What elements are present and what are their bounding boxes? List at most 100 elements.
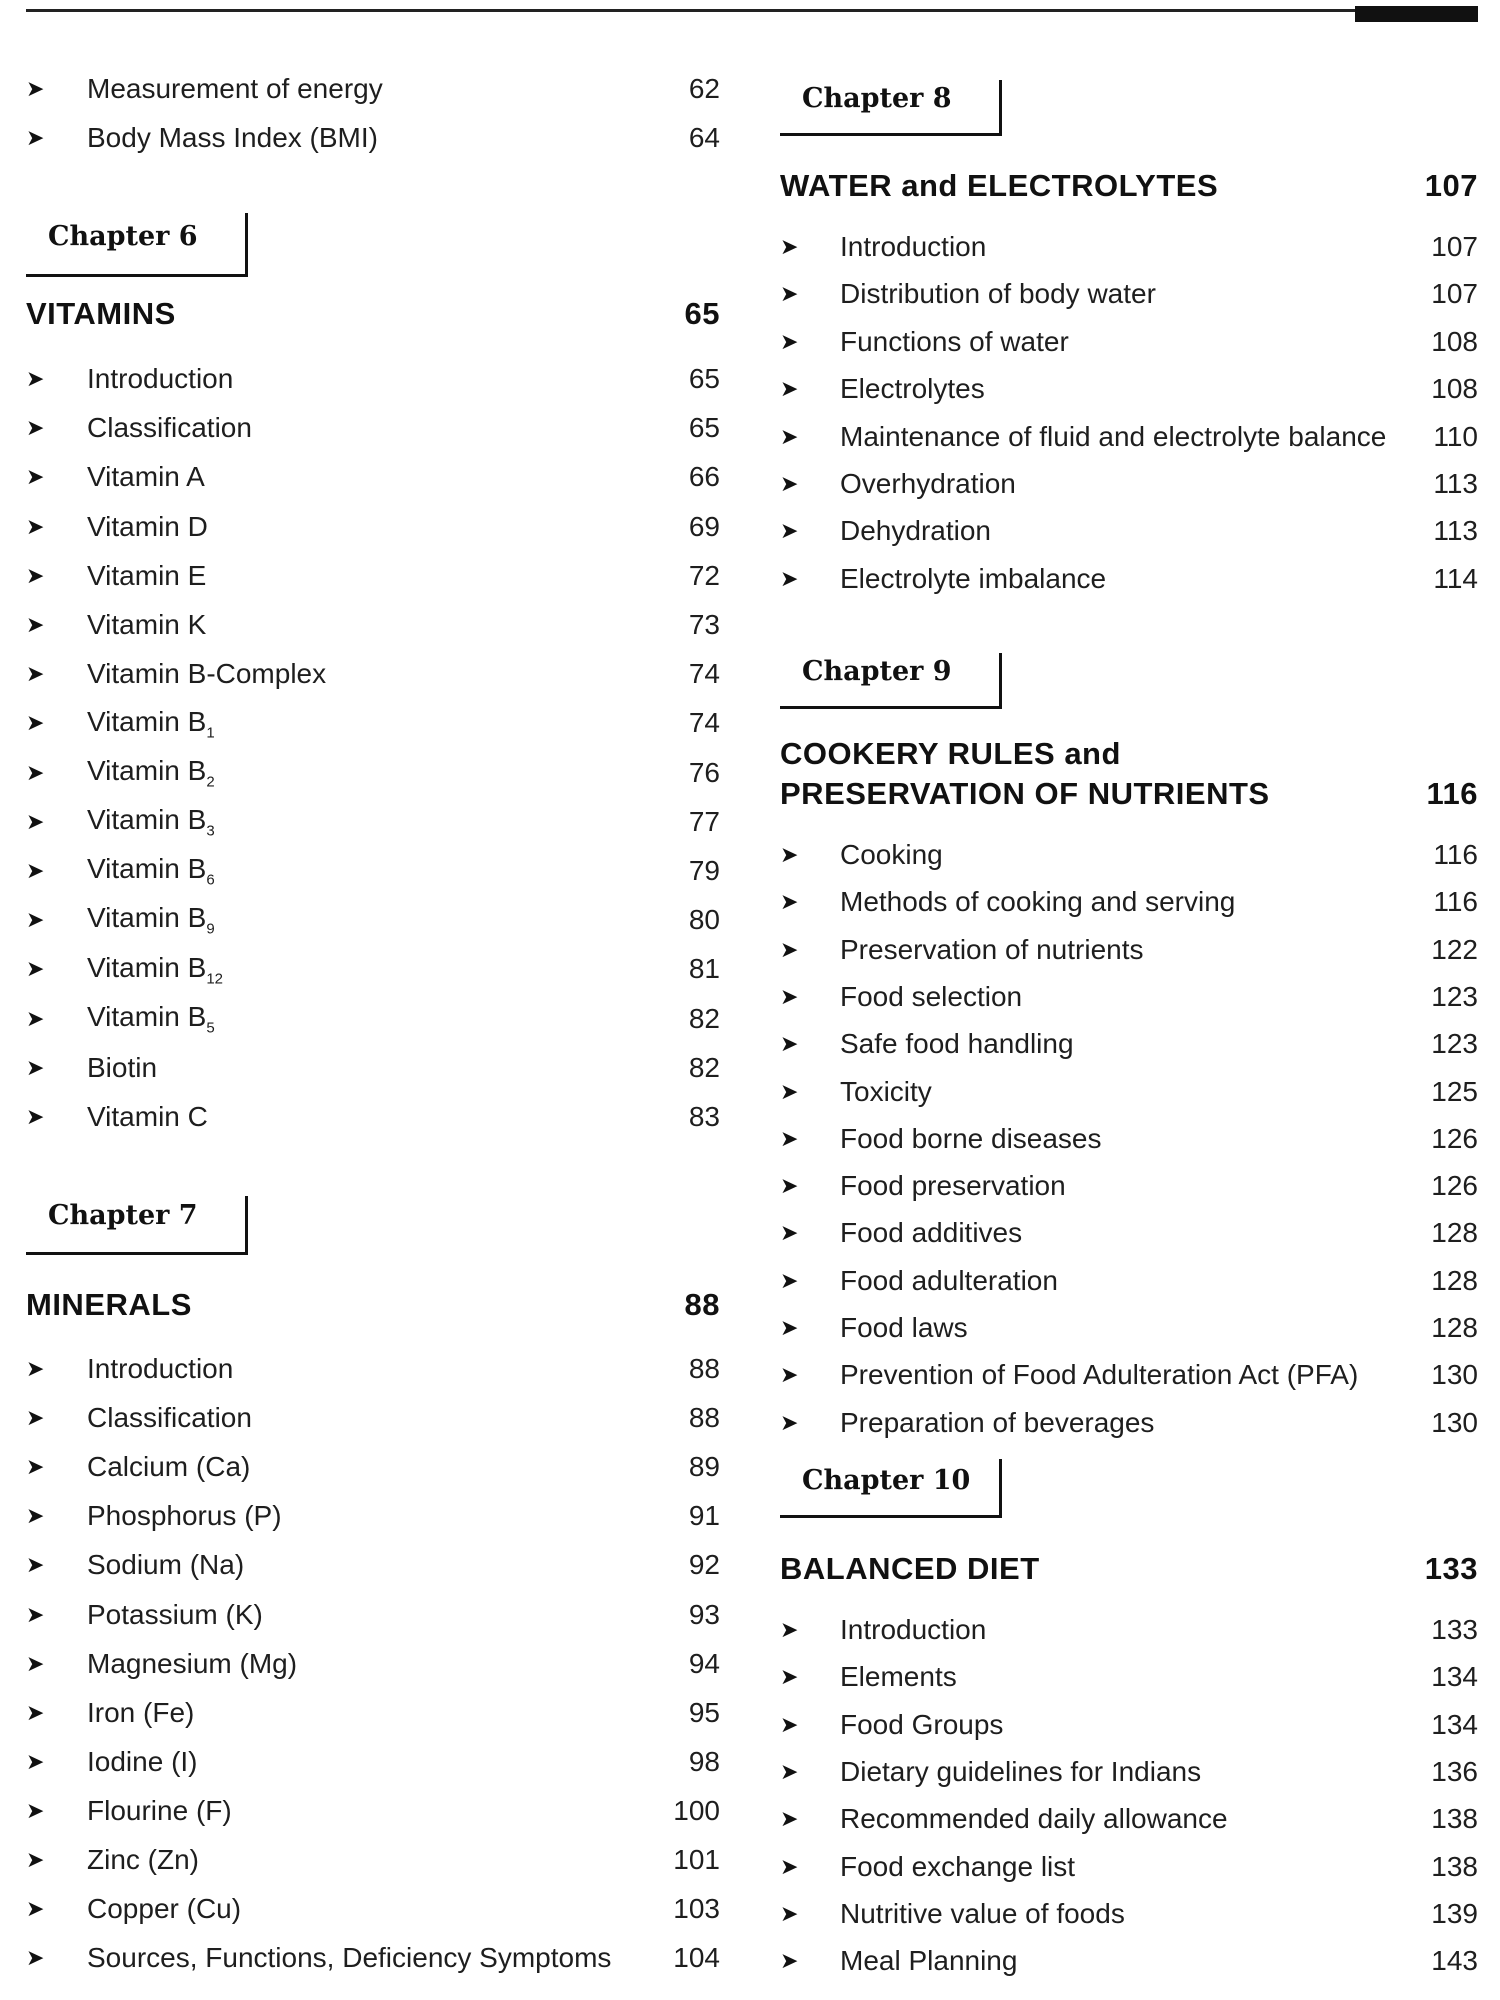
toc-entry[interactable]: ➤ Preservation of nutrients 122: [780, 930, 1478, 970]
arrowhead-bullet-icon: ➤: [780, 1711, 799, 1737]
toc-entry[interactable]: ➤ Vitamin D 69: [26, 507, 720, 547]
toc-entry[interactable]: ➤ Food Groups 134: [780, 1705, 1478, 1745]
toc-entry[interactable]: ➤ Body Mass Index (BMI) 64: [26, 118, 720, 158]
toc-entry[interactable]: ➤ Food exchange list 138: [780, 1847, 1478, 1887]
entry-text: Vitamin B: [87, 902, 207, 934]
toc-entry[interactable]: ➤ Food borne diseases 126: [780, 1119, 1478, 1159]
entry-text: Elements: [840, 1661, 957, 1693]
toc-entry[interactable]: ➤ Vitamin B2 76: [26, 753, 720, 793]
toc-entry[interactable]: ➤ Vitamin B12 81: [26, 949, 720, 989]
toc-entry[interactable]: ➤ Dehydration 113: [780, 511, 1478, 551]
chapter-title[interactable]: WATER and ELECTROLYTES 107: [780, 168, 1478, 204]
toc-entry[interactable]: ➤ Vitamin C 83: [26, 1097, 720, 1137]
toc-entry[interactable]: ➤ Food preservation 126: [780, 1166, 1478, 1206]
arrowhead-bullet-icon: ➤: [780, 1900, 799, 1926]
toc-entry[interactable]: ➤ Elements 134: [780, 1657, 1478, 1697]
arrowhead-bullet-icon: ➤: [780, 1853, 799, 1879]
entry-page-number: 116: [1433, 886, 1478, 918]
toc-entry[interactable]: ➤ Safe food handling 123: [780, 1024, 1478, 1064]
toc-entry[interactable]: ➤ Biotin 82: [26, 1048, 720, 1088]
arrowhead-bullet-icon: ➤: [780, 1173, 799, 1199]
toc-entry[interactable]: ➤ Vitamin B-Complex 74: [26, 654, 720, 694]
arrowhead-bullet-icon: ➤: [26, 1699, 45, 1725]
toc-entry[interactable]: ➤ Preparation of beverages 130: [780, 1403, 1478, 1443]
toc-entry[interactable]: ➤ Electrolytes 108: [780, 369, 1478, 409]
toc-entry[interactable]: ➤ Nutritive value of foods 139: [780, 1894, 1478, 1934]
toc-entry[interactable]: ➤ Measurement of energy 62: [26, 69, 720, 109]
entry-page-number: 79: [688, 855, 720, 886]
entry-text: Vitamin B: [87, 1000, 207, 1032]
toc-entry[interactable]: ➤ Dietary guidelines for Indians 136: [780, 1752, 1478, 1792]
toc-entry[interactable]: ➤ Methods of cooking and serving 116: [780, 882, 1478, 922]
toc-entry[interactable]: ➤ Zinc (Zn) 101: [26, 1840, 720, 1880]
toc-entry[interactable]: ➤ Introduction 88: [26, 1349, 720, 1389]
entry-label: Iodine (I): [87, 1746, 198, 1778]
toc-entry[interactable]: ➤ Classification 65: [26, 408, 720, 448]
toc-entry[interactable]: ➤ Vitamin B1 74: [26, 703, 720, 743]
chapter-title[interactable]: MINERALS 88: [26, 1287, 720, 1323]
toc-entry[interactable]: ➤ Sodium (Na) 92: [26, 1545, 720, 1585]
entry-page-number: 107: [1431, 278, 1478, 310]
chapter-title[interactable]: VITAMINS 65: [26, 296, 720, 332]
toc-entry[interactable]: ➤ Introduction 65: [26, 359, 720, 399]
toc-entry[interactable]: ➤ Calcium (Ca) 89: [26, 1447, 720, 1487]
arrowhead-bullet-icon: ➤: [26, 1454, 45, 1480]
toc-entry[interactable]: ➤ Copper (Cu) 103: [26, 1889, 720, 1929]
toc-entry[interactable]: ➤ Vitamin A 66: [26, 457, 720, 497]
toc-entry[interactable]: ➤ Iron (Fe) 95: [26, 1693, 720, 1733]
chapter-title-text: PRESERVATION OF NUTRIENTS: [780, 776, 1270, 811]
arrowhead-bullet-icon: ➤: [780, 842, 799, 867]
toc-entry[interactable]: ➤ Meal Planning 143: [780, 1941, 1478, 1981]
toc-entry[interactable]: ➤ Vitamin E 72: [26, 556, 720, 596]
toc-entry[interactable]: ➤ Vitamin B6 79: [26, 851, 720, 891]
toc-entry[interactable]: ➤ Food additives 128: [780, 1213, 1478, 1253]
entry-text: Biotin: [87, 1051, 158, 1083]
toc-entry[interactable]: ➤ Toxicity 125: [780, 1072, 1478, 1112]
toc-entry[interactable]: ➤ Functions of water 108: [780, 322, 1478, 362]
toc-entry[interactable]: ➤ Electrolyte imbalance 114: [780, 559, 1478, 599]
chapter-page-number: 88: [684, 1287, 720, 1322]
toc-entry[interactable]: ➤ Magnesium (Mg) 94: [26, 1644, 720, 1684]
toc-entry[interactable]: ➤ Iodine (I) 98: [26, 1742, 720, 1782]
toc-entry[interactable]: ➤ Overhydration 113: [780, 464, 1478, 504]
entry-text: Electrolytes: [840, 373, 985, 405]
entry-label: Zinc (Zn): [87, 1844, 199, 1876]
toc-entry[interactable]: ➤ Phosphorus (P) 91: [26, 1496, 720, 1536]
entry-label: Vitamin B12: [87, 952, 223, 988]
chapter-underline: [26, 1252, 248, 1255]
toc-entry[interactable]: ➤ Flourine (F) 100: [26, 1791, 720, 1831]
toc-entry[interactable]: ➤ Introduction 133: [780, 1610, 1478, 1650]
arrowhead-bullet-icon: ➤: [26, 759, 45, 785]
arrowhead-bullet-icon: ➤: [26, 513, 45, 539]
arrowhead-bullet-icon: ➤: [780, 1664, 799, 1690]
toc-entry[interactable]: ➤ Vitamin B5 82: [26, 999, 720, 1039]
entry-text: Vitamin K: [87, 609, 207, 640]
toc-entry[interactable]: ➤ Vitamin B9 80: [26, 900, 720, 940]
toc-entry[interactable]: ➤ Food adulteration 128: [780, 1261, 1478, 1301]
toc-entry[interactable]: ➤ Potassium (K) 93: [26, 1595, 720, 1635]
chapter-title[interactable]: COOKERY RULES and: [780, 736, 1478, 772]
toc-entry[interactable]: ➤ Vitamin B3 77: [26, 802, 720, 842]
toc-entry[interactable]: ➤ Classification 88: [26, 1398, 720, 1438]
toc-entry[interactable]: ➤ Introduction 107: [780, 227, 1478, 267]
toc-entry[interactable]: ➤ Recommended daily allowance 138: [780, 1799, 1478, 1839]
chapter-title[interactable]: BALANCED DIET 133: [780, 1551, 1478, 1587]
arrowhead-bullet-icon: ➤: [780, 1031, 799, 1057]
toc-entry[interactable]: ➤ Maintenance of fluid and electrolyte ba…: [780, 417, 1478, 457]
toc-entry[interactable]: ➤ Food selection 123: [780, 977, 1478, 1017]
toc-entry[interactable]: ➤ Distribution of body water 107: [780, 274, 1478, 314]
toc-entry[interactable]: ➤ Cooking 116: [780, 835, 1478, 875]
toc-entry[interactable]: ➤ Vitamin K 73: [26, 605, 720, 645]
toc-entry[interactable]: ➤ Food laws 128: [780, 1308, 1478, 1348]
chapter-label: Chapter 9: [802, 656, 952, 687]
entry-text: Food Groups: [840, 1708, 1004, 1740]
entry-page-number: 65: [688, 412, 720, 444]
arrowhead-bullet-icon: ➤: [780, 471, 799, 496]
entry-page-number: 138: [1431, 1850, 1478, 1882]
toc-entry[interactable]: ➤ Prevention of Food Adulteration Act (PF…: [780, 1355, 1478, 1395]
toc-entry[interactable]: ➤ Sources, Functions, Deficiency Symptoms…: [26, 1938, 720, 1978]
chapter-title-line2[interactable]: PRESERVATION OF NUTRIENTS 116: [780, 776, 1478, 812]
entry-page-number: 123: [1431, 980, 1478, 1012]
entry-label: Flourine (F): [87, 1795, 232, 1827]
chapter-side-rule: [999, 80, 1002, 136]
